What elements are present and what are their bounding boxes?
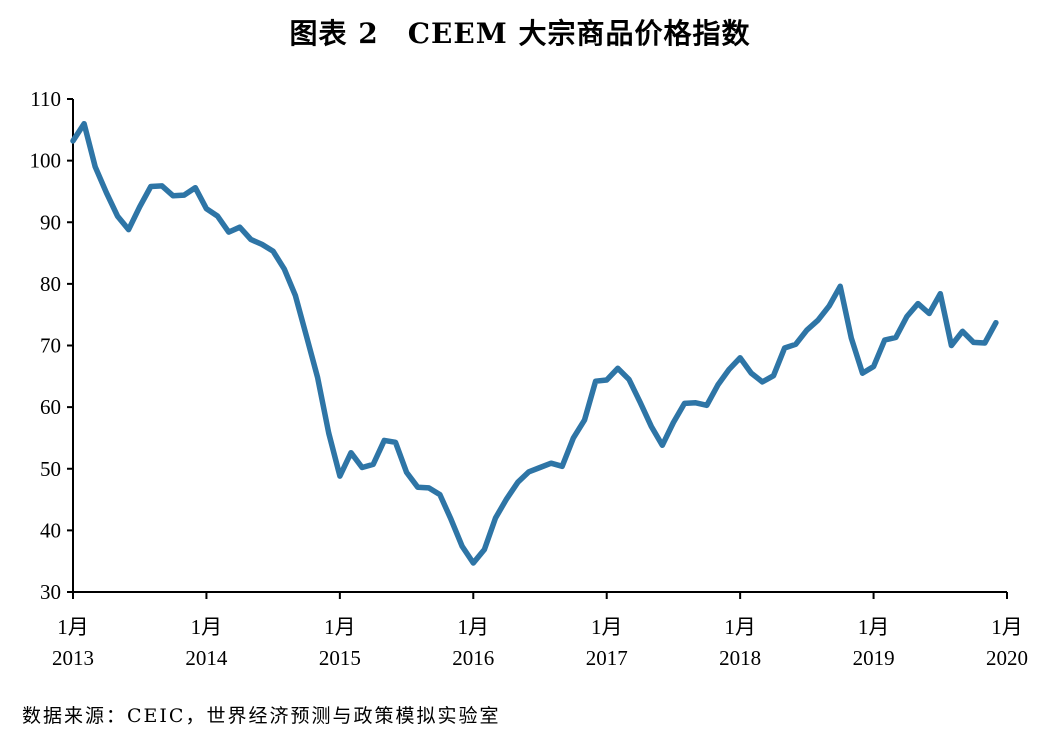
x-tick-year-label: 2020: [986, 646, 1028, 670]
y-axis-ticks: 30 40 50 60 70 80 90 100 110: [30, 87, 73, 604]
x-tick-month-label: 1月: [858, 615, 890, 639]
x-tick-month-label: 1月: [991, 615, 1023, 639]
x-tick-month-label: 1月: [591, 615, 623, 639]
chart-axes: [72, 99, 1007, 593]
x-tick-month-label: 1月: [324, 615, 356, 639]
x-tick-month-label: 1月: [191, 615, 223, 639]
chart-title: 图表 2 CEEM 大宗商品价格指数: [289, 17, 751, 50]
y-tick-label: 110: [30, 87, 61, 111]
y-tick-label: 40: [40, 518, 61, 542]
y-tick-label: 70: [40, 334, 61, 358]
y-tick-label: 50: [40, 457, 61, 481]
x-tick-year-label: 2016: [452, 646, 494, 670]
x-axis-ticks: 1月 2013 1月 2014 1月 2015 1月 2016 1月 2017 1月 2018 1月 20…: [52, 592, 1028, 670]
x-tick-year-label: 2019: [853, 646, 895, 670]
y-tick-label: 100: [30, 149, 62, 173]
x-tick-year-label: 2018: [719, 646, 761, 670]
y-tick-label: 80: [40, 272, 61, 296]
x-tick-month-label: 1月: [724, 615, 756, 639]
data-source-note: 数据来源：CEIC，世界经济预测与政策模拟实验室: [22, 705, 501, 727]
series-layer: [70, 120, 999, 566]
x-tick-year-label: 2013: [52, 646, 94, 670]
x-tick-year-label: 2014: [185, 646, 228, 670]
y-tick-label: 90: [40, 210, 61, 234]
x-tick-month-label: 1月: [57, 615, 89, 639]
x-tick-year-label: 2015: [319, 646, 361, 670]
y-tick-label: 60: [40, 395, 61, 419]
series-line: [70, 120, 999, 566]
x-tick-month-label: 1月: [458, 615, 490, 639]
x-tick-year-label: 2017: [586, 646, 628, 670]
y-tick-label: 30: [40, 580, 61, 604]
